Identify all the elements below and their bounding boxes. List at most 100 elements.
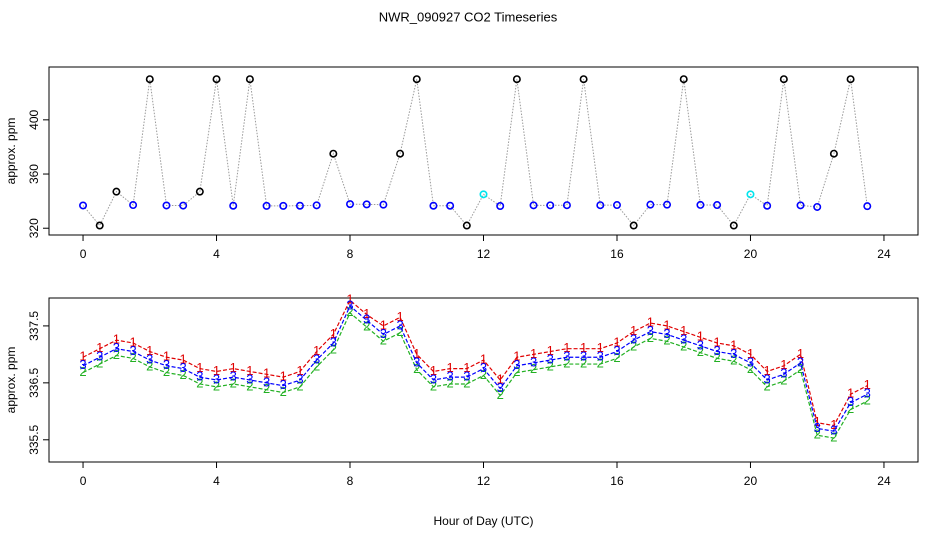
point-marker: 2 — [480, 367, 487, 382]
point-marker: 1 — [463, 360, 470, 375]
point — [779, 75, 788, 84]
point — [846, 75, 855, 84]
point-marker: 2 — [396, 324, 403, 339]
y-tick-label: 360 — [27, 164, 41, 184]
point-marker: 3 — [346, 297, 353, 312]
point — [596, 201, 605, 210]
point-marker: 1 — [313, 343, 320, 358]
y-axis-label: approx. ppm — [4, 347, 18, 414]
point-marker: 2 — [830, 430, 837, 445]
point — [379, 200, 388, 209]
point-marker: 3 — [380, 326, 387, 341]
point-marker: 1 — [363, 306, 370, 321]
point-marker: 3 — [163, 357, 170, 372]
point — [162, 201, 171, 210]
point-marker: 3 — [597, 349, 604, 364]
point-marker: 1 — [129, 334, 136, 349]
point-marker: 2 — [79, 364, 86, 379]
point-marker: 1 — [163, 349, 170, 364]
point-marker: 2 — [129, 350, 136, 365]
point-marker: 2 — [513, 364, 520, 379]
point-marker: 3 — [713, 343, 720, 358]
plot-box — [48, 66, 919, 236]
point-marker: 2 — [580, 355, 587, 370]
point-marker: 3 — [797, 354, 804, 369]
x-tick-label: 8 — [347, 247, 354, 261]
point — [212, 75, 221, 84]
point-marker: 2 — [413, 361, 420, 376]
point — [696, 200, 705, 209]
point-marker: 1 — [280, 369, 287, 384]
point-marker: 1 — [797, 346, 804, 361]
point-marker: 3 — [497, 380, 504, 395]
series-line — [82, 311, 868, 439]
point-marker: 3 — [280, 377, 287, 392]
point — [346, 200, 355, 209]
point-marker: 1 — [497, 371, 504, 386]
point-marker: 3 — [764, 371, 771, 386]
point-marker: 3 — [430, 371, 437, 386]
point-marker: 1 — [79, 349, 86, 364]
point-marker: 1 — [597, 340, 604, 355]
point — [512, 75, 521, 84]
point-marker: 2 — [96, 355, 103, 370]
point-marker: 2 — [146, 358, 153, 373]
point — [646, 200, 655, 209]
point-marker: 3 — [864, 386, 871, 401]
point-marker: 1 — [513, 349, 520, 364]
point-marker: 3 — [647, 323, 654, 338]
x-tick-label: 12 — [477, 474, 491, 488]
point-marker: 3 — [363, 312, 370, 327]
point — [579, 75, 588, 84]
point — [79, 201, 88, 210]
point-marker: 1 — [330, 326, 337, 341]
point-marker: 1 — [113, 332, 120, 347]
point-marker: 3 — [814, 420, 821, 435]
point — [829, 149, 838, 158]
point-marker: 3 — [730, 346, 737, 361]
point-marker: 3 — [680, 332, 687, 347]
point-marker: 2 — [780, 373, 787, 388]
series-line — [82, 79, 868, 227]
point-marker: 2 — [814, 427, 821, 442]
point-marker: 2 — [563, 355, 570, 370]
point-marker: 3 — [180, 360, 187, 375]
point — [479, 190, 488, 199]
point-marker: 1 — [530, 346, 537, 361]
point-marker: 1 — [764, 363, 771, 378]
y-tick-label: 336.5 — [27, 368, 41, 398]
point-marker: 1 — [747, 346, 754, 361]
point-marker: 1 — [380, 317, 387, 332]
point-marker: 2 — [246, 378, 253, 393]
point — [746, 190, 755, 199]
point-marker: 3 — [580, 349, 587, 364]
x-tick-label: 24 — [877, 247, 891, 261]
point — [145, 75, 154, 84]
point-marker: 3 — [563, 349, 570, 364]
point-marker: 3 — [847, 394, 854, 409]
point-marker: 3 — [79, 357, 86, 372]
point-marker: 3 — [547, 352, 554, 367]
point-marker: 1 — [96, 340, 103, 355]
point-marker: 1 — [647, 314, 654, 329]
point-marker: 3 — [830, 423, 837, 438]
point-marker: 1 — [713, 334, 720, 349]
point-marker: 2 — [330, 341, 337, 356]
x-tick-label: 24 — [877, 474, 891, 488]
point-marker: 1 — [847, 386, 854, 401]
point — [713, 201, 722, 210]
y-tick-label: 335.5 — [27, 424, 41, 454]
point-marker: 2 — [380, 333, 387, 348]
point-marker: 2 — [613, 350, 620, 365]
point-marker: 3 — [697, 337, 704, 352]
point-marker: 3 — [313, 352, 320, 367]
point-marker: 2 — [597, 355, 604, 370]
point-marker: 2 — [230, 375, 237, 390]
point-marker: 1 — [480, 352, 487, 367]
point-marker: 1 — [180, 352, 187, 367]
y-tick-label: 400 — [27, 110, 41, 130]
point — [95, 221, 104, 230]
x-tick-label: 4 — [213, 247, 220, 261]
point-marker: 2 — [113, 347, 120, 362]
